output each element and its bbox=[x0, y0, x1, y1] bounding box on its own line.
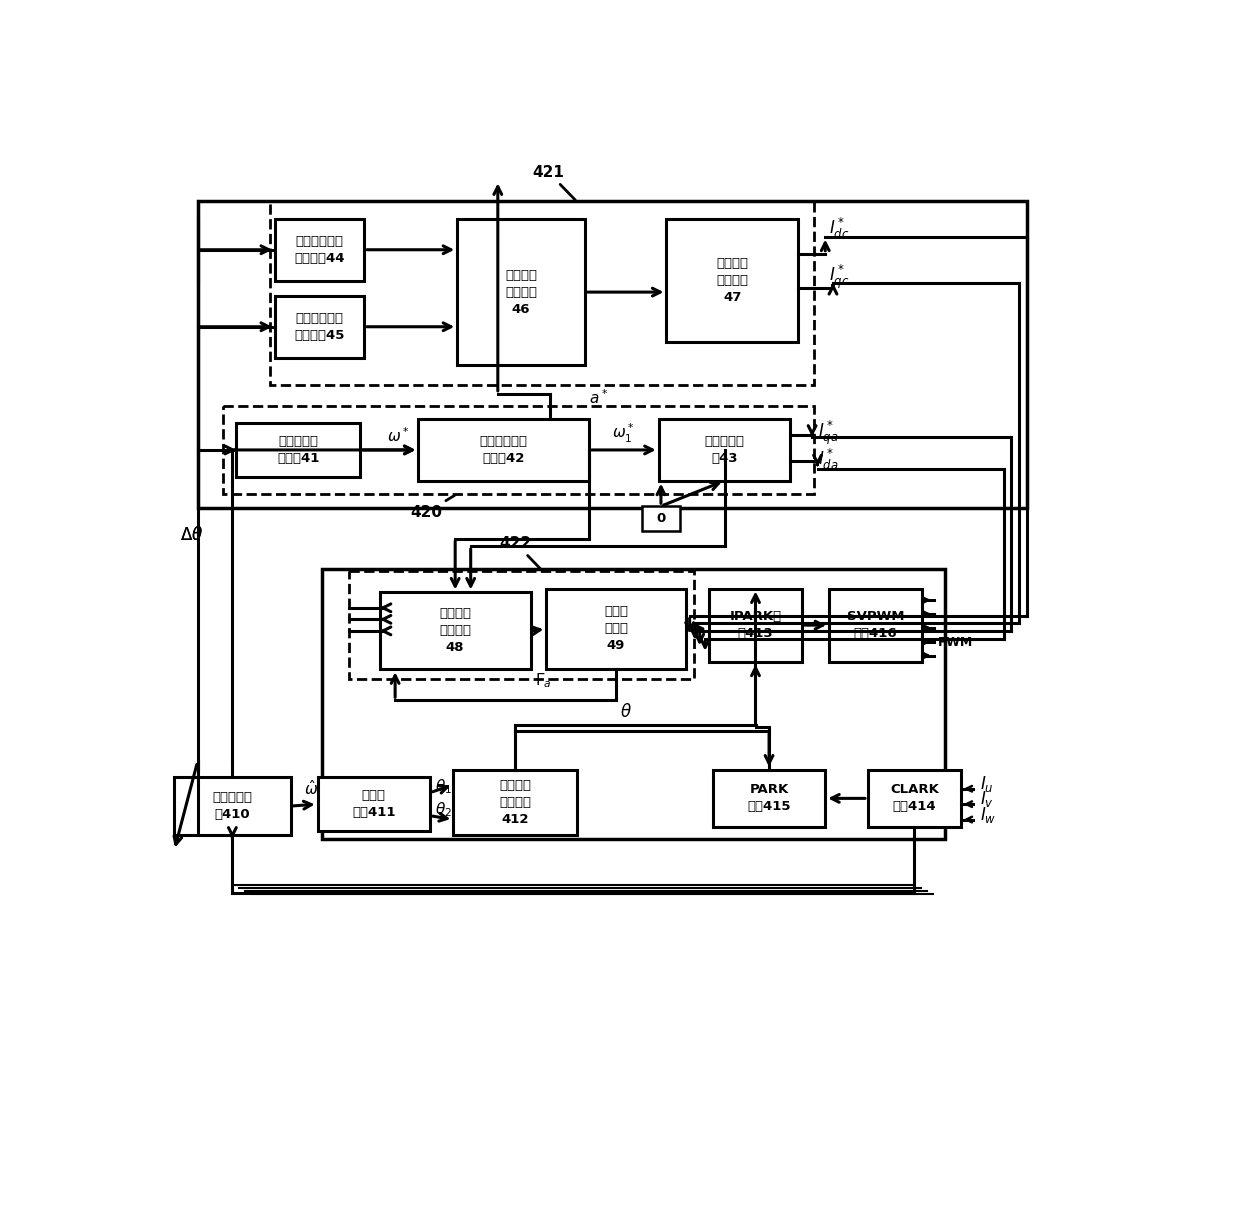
Text: $\theta_2$: $\theta_2$ bbox=[435, 801, 452, 819]
Text: $\Delta\theta$: $\Delta\theta$ bbox=[180, 526, 203, 544]
Text: 电流指令
切换单元
48: 电流指令 切换单元 48 bbox=[439, 608, 471, 655]
Text: PWM: PWM bbox=[938, 637, 973, 649]
Text: SVPWM
单元416: SVPWM 单元416 bbox=[847, 610, 904, 640]
FancyBboxPatch shape bbox=[379, 593, 530, 669]
FancyBboxPatch shape bbox=[829, 588, 922, 662]
Text: $\omega^*$: $\omega^*$ bbox=[388, 426, 410, 445]
FancyBboxPatch shape bbox=[867, 769, 961, 827]
FancyBboxPatch shape bbox=[667, 219, 798, 343]
FancyBboxPatch shape bbox=[317, 778, 430, 831]
FancyBboxPatch shape bbox=[419, 419, 589, 481]
Text: $\theta_1$: $\theta_1$ bbox=[435, 778, 452, 796]
Text: 电流控
制单元
49: 电流控 制单元 49 bbox=[603, 605, 628, 652]
Text: 422: 422 bbox=[499, 536, 540, 569]
Text: $\Gamma_a$: $\Gamma_a$ bbox=[534, 671, 551, 689]
Text: $I^*_{qa}$: $I^*_{qa}$ bbox=[818, 418, 838, 447]
Text: PARK
单元415: PARK 单元415 bbox=[747, 784, 790, 813]
FancyBboxPatch shape bbox=[712, 769, 825, 827]
Text: $I_v$: $I_v$ bbox=[980, 790, 994, 809]
FancyBboxPatch shape bbox=[175, 778, 290, 835]
Text: 积分器
单元411: 积分器 单元411 bbox=[352, 790, 395, 819]
Text: IPARK单
元413: IPARK单 元413 bbox=[730, 610, 782, 640]
Text: 转速控制单
元43: 转速控制单 元43 bbox=[705, 435, 745, 465]
Text: $I^*_{dc}$: $I^*_{dc}$ bbox=[829, 216, 850, 242]
FancyBboxPatch shape bbox=[642, 507, 680, 531]
Text: $\omega_1^*$: $\omega_1^*$ bbox=[612, 422, 634, 445]
Text: 第一电流相位
发生单元44: 第一电流相位 发生单元44 bbox=[295, 234, 344, 265]
FancyBboxPatch shape bbox=[453, 769, 577, 835]
Text: 电流相位
切换单元
46: 电流相位 切换单元 46 bbox=[506, 269, 536, 316]
Text: $a^*$: $a^*$ bbox=[589, 388, 608, 407]
Text: 位置信号
切换单元
412: 位置信号 切换单元 412 bbox=[499, 779, 532, 826]
FancyBboxPatch shape bbox=[275, 219, 364, 281]
FancyBboxPatch shape bbox=[275, 296, 364, 357]
FancyBboxPatch shape bbox=[709, 588, 802, 662]
Text: $\theta$: $\theta$ bbox=[620, 703, 632, 722]
FancyBboxPatch shape bbox=[457, 219, 585, 366]
Text: 转速变化率限
制单元42: 转速变化率限 制单元42 bbox=[479, 435, 528, 465]
Text: 421: 421 bbox=[533, 164, 575, 200]
Text: $I_w$: $I_w$ bbox=[980, 804, 996, 825]
Text: 0: 0 bbox=[657, 512, 665, 525]
Text: 420: 420 bbox=[410, 496, 455, 520]
Text: 转速指令发
生单元41: 转速指令发 生单元41 bbox=[278, 435, 320, 465]
Text: 转速估算单
元410: 转速估算单 元410 bbox=[212, 791, 253, 821]
FancyBboxPatch shape bbox=[546, 588, 685, 669]
Text: $I^*_{qc}$: $I^*_{qc}$ bbox=[829, 262, 850, 290]
Text: $I_u$: $I_u$ bbox=[980, 774, 994, 793]
FancyBboxPatch shape bbox=[659, 419, 790, 481]
Text: CLARK
单元414: CLARK 单元414 bbox=[890, 784, 939, 813]
Text: $\Delta\theta$: $\Delta\theta$ bbox=[180, 526, 203, 544]
Text: 第二电流相位
发生单元45: 第二电流相位 发生单元45 bbox=[295, 312, 344, 341]
FancyBboxPatch shape bbox=[237, 423, 361, 477]
Text: $\hat{\omega}$: $\hat{\omega}$ bbox=[305, 779, 318, 798]
Text: 电流指令
发生单元
47: 电流指令 发生单元 47 bbox=[716, 258, 748, 304]
Text: $I^*_{da}$: $I^*_{da}$ bbox=[818, 447, 838, 473]
